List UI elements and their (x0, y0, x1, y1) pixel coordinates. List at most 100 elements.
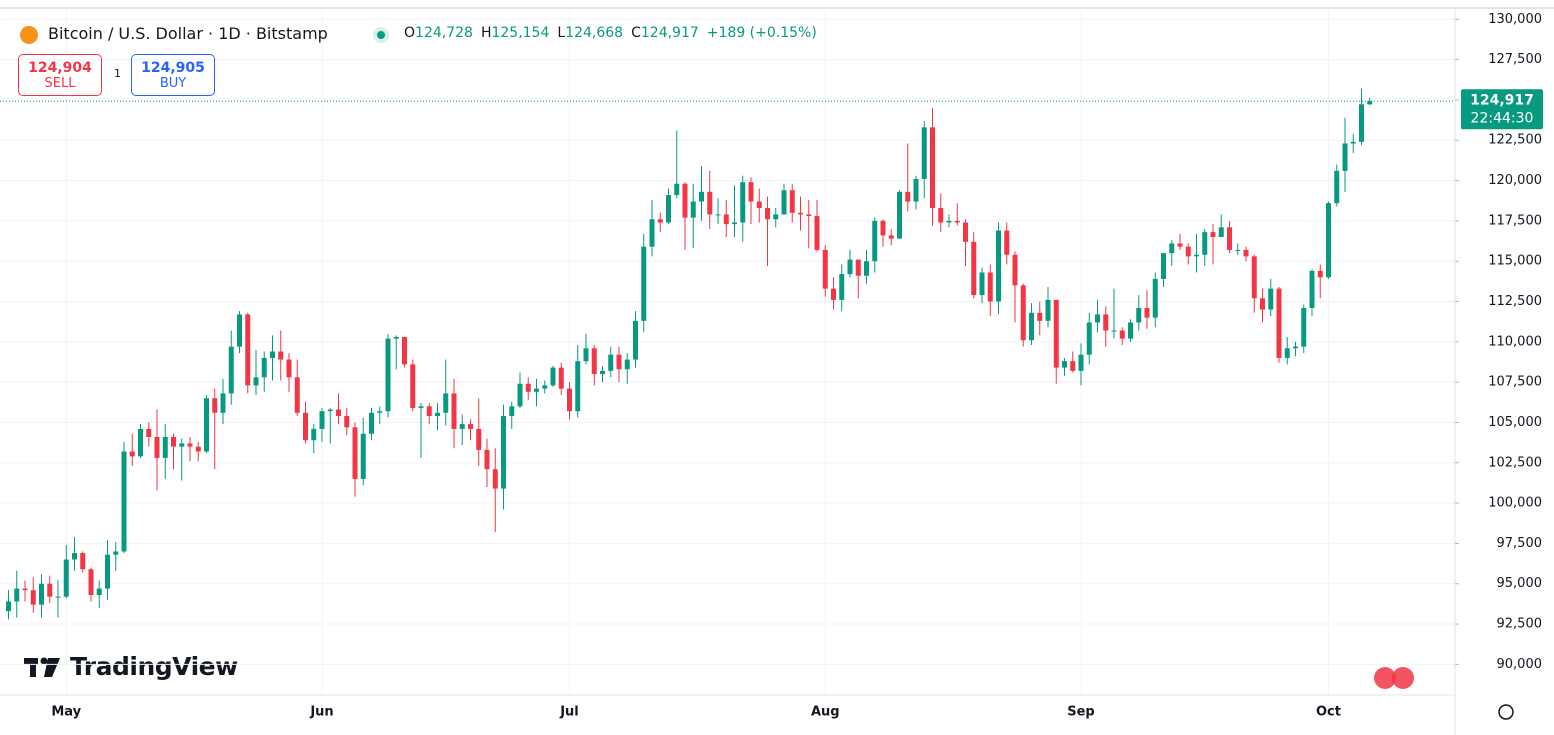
candle-body (674, 183, 680, 196)
candle-body (30, 590, 36, 605)
candle-body (96, 588, 102, 596)
candle-body (468, 424, 473, 429)
ohlc-change: +189 (+0.15%) (706, 25, 817, 41)
candle-body (286, 359, 292, 378)
candle-body (1169, 243, 1175, 254)
event-icon[interactable] (1392, 667, 1414, 689)
ohlc-key: O (404, 25, 416, 41)
candle-body (443, 393, 449, 413)
candle-body (814, 216, 820, 250)
price-tag-price: 124,917 (1470, 92, 1534, 108)
candle-body (1243, 249, 1249, 257)
bitcoin-icon (20, 26, 38, 44)
candle-body (1128, 322, 1133, 339)
candle-body (641, 246, 647, 321)
candle-body (220, 393, 226, 413)
candle-body (1260, 298, 1265, 310)
candle-body (88, 569, 94, 596)
candle-body (542, 385, 548, 389)
candle-body (113, 551, 119, 555)
sell-label: SELL (44, 76, 76, 91)
ohlc-key: L (557, 25, 566, 41)
y-tick-label: 95,000 (1497, 576, 1543, 591)
candle-body (129, 451, 135, 457)
x-tick-label: Oct (1316, 705, 1341, 720)
candle-body (913, 178, 919, 202)
candle-body (121, 451, 127, 552)
candle-body (303, 412, 308, 441)
candle-body (369, 412, 374, 434)
candle-body (888, 235, 894, 239)
candle-body (1062, 361, 1067, 368)
symbol-title[interactable]: Bitcoin / U.S. Dollar · 1D · Bitstamp (48, 24, 328, 43)
candle-body (649, 219, 655, 247)
candle-body (954, 220, 960, 223)
candle-body (278, 351, 284, 360)
candle-body (385, 338, 391, 412)
candle-body (501, 416, 506, 489)
candle-body (682, 183, 688, 218)
candle-body (525, 383, 531, 392)
price-tag-countdown: 22:44:30 (1471, 110, 1534, 126)
settings-icon[interactable] (1498, 704, 1514, 720)
candle-body (1326, 203, 1331, 278)
candle-body (72, 553, 77, 560)
logo-slash (44, 658, 60, 677)
candle-body (600, 370, 605, 375)
candle-body (228, 346, 234, 394)
candle-body (1185, 246, 1191, 257)
candle-body (633, 320, 638, 360)
candle-body (171, 436, 176, 447)
candle-body (418, 406, 424, 408)
quantity: 1 (114, 67, 121, 80)
ohlc-value: 124,728 (415, 25, 473, 41)
candle-body (212, 398, 218, 413)
x-tick-label: Jun (309, 705, 333, 720)
candle-body (715, 214, 721, 216)
y-tick-label: 90,000 (1497, 657, 1543, 672)
candle-body (1095, 314, 1100, 323)
candle-body (583, 348, 589, 362)
candle-body (1342, 143, 1348, 171)
candle-body (930, 127, 935, 208)
event-icon[interactable] (1374, 667, 1396, 689)
logo-stem (30, 658, 36, 677)
candle-body (1119, 330, 1125, 339)
candle-body (996, 230, 1001, 302)
candle-body (855, 259, 861, 276)
candle-body (946, 220, 952, 223)
candle-body (1020, 285, 1026, 341)
candle-body (261, 357, 267, 378)
candle-body (534, 388, 539, 392)
candle-body (319, 411, 325, 429)
buy-label: BUY (159, 76, 187, 91)
candle-body (798, 212, 803, 215)
candle-body (459, 424, 465, 429)
candle-body (1317, 270, 1323, 278)
candle-body (294, 377, 300, 413)
candle-body (1070, 361, 1076, 371)
candle-body (377, 411, 383, 413)
candle-body (39, 583, 44, 605)
sell-button[interactable]: 124,904 SELL (18, 54, 102, 96)
candle-body (616, 354, 622, 370)
candle-body (352, 427, 358, 479)
candle-body (245, 314, 251, 386)
y-tick-label: 115,000 (1488, 254, 1542, 269)
x-tick-label: May (51, 705, 81, 720)
buy-button[interactable]: 124,905 BUY (131, 54, 215, 96)
candle-body (14, 588, 20, 602)
candle-body (484, 449, 490, 470)
candle-body (575, 361, 581, 412)
candle-body (63, 559, 69, 597)
candle-body (1309, 270, 1315, 308)
candle-body (732, 222, 737, 225)
candle-body (979, 272, 985, 296)
y-tick-label: 102,500 (1488, 455, 1542, 470)
candle-body (1037, 312, 1043, 321)
candle-body (1276, 288, 1282, 358)
candle-body (864, 261, 869, 276)
candle-body (699, 191, 704, 202)
